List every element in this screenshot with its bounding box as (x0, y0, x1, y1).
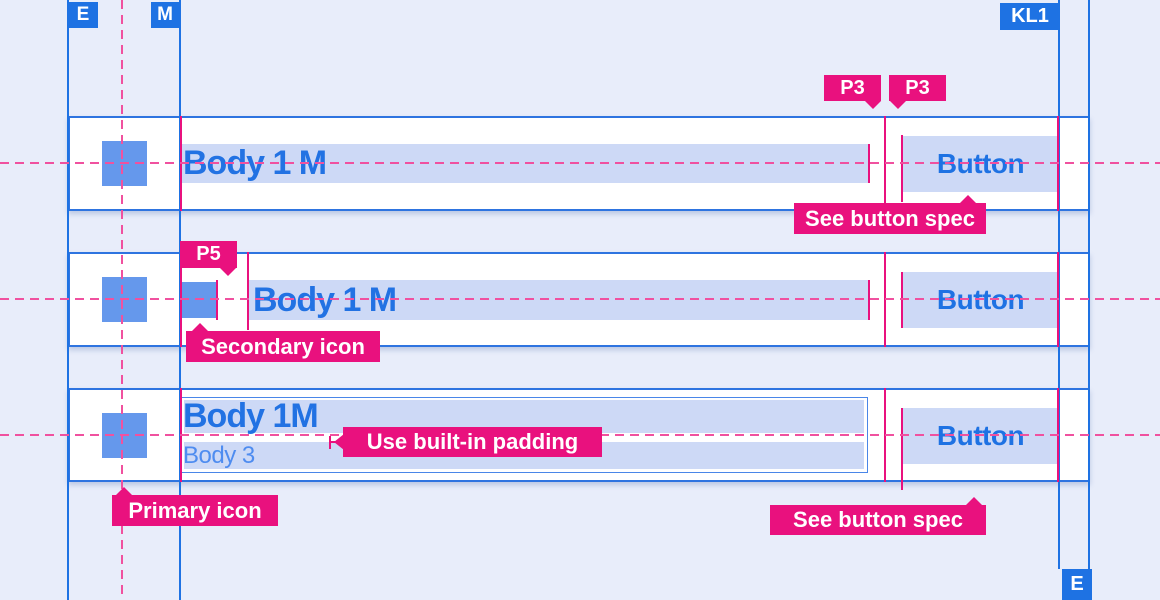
centerline-icon-column (121, 0, 123, 600)
keyline-edge-right (1088, 0, 1090, 600)
redline-button-left-row3 (901, 408, 903, 490)
redline-button-column-row1 (884, 116, 886, 203)
padding-tag-p3-second: P3 (889, 75, 946, 109)
pointer-left-icon (334, 434, 344, 450)
pointer-down-icon (220, 268, 236, 276)
keyline-tag-e-bottom: E (1062, 569, 1092, 600)
secondary-body-text: Body 3 (183, 442, 255, 469)
secondary-icon (181, 282, 217, 318)
redline-padding-tick (329, 436, 331, 449)
annotation-label: See button spec (793, 507, 963, 532)
keyline-tag-m: M (151, 2, 179, 28)
redline-button-left-row1 (901, 135, 903, 202)
padding-tag-p5: P5 (180, 241, 237, 276)
annotation-see-button-spec-row3: See button spec (770, 497, 986, 535)
pointer-up-icon (192, 323, 208, 331)
pointer-down-icon (890, 101, 906, 109)
keyline-tag-e-top: E (68, 2, 98, 28)
keyline-edge-left (67, 0, 69, 600)
annotation-label: Use built-in padding (366, 429, 579, 454)
redline-secondary-icon-right (216, 280, 218, 320)
button[interactable]: Button (902, 272, 1059, 328)
button[interactable]: Button (902, 408, 1059, 464)
padding-tag-p3-first: P3 (824, 75, 881, 109)
annotation-use-built-in-padding: Use built-in padding (334, 427, 602, 457)
annotation-secondary-icon: Secondary icon (186, 323, 380, 362)
annotation-see-button-spec-row1: See button spec (794, 195, 986, 234)
body-text: Body 1 M (253, 281, 397, 319)
redline-text-end-row2 (868, 280, 870, 320)
centerline-row1 (0, 162, 1160, 164)
padding-tag-label: P3 (840, 76, 865, 99)
keyline-kl1 (1058, 0, 1060, 569)
keyline-tag-kl1: KL1 (1000, 3, 1060, 30)
padding-tag-label: P5 (196, 243, 221, 265)
annotation-label: See button spec (805, 205, 975, 231)
centerline-row2 (0, 298, 1160, 300)
redline-indented-text-keyline (247, 252, 249, 330)
annotation-label: Secondary icon (201, 333, 365, 359)
pointer-down-icon (865, 101, 881, 109)
pointer-up-icon (966, 497, 982, 505)
body-text-highlight (249, 280, 870, 320)
padding-tag-label: P3 (905, 76, 930, 99)
annotation-primary-icon: Primary icon (112, 487, 278, 526)
pointer-up-icon (960, 195, 976, 203)
pointer-up-icon (116, 487, 132, 495)
redline-button-left-row2 (901, 272, 903, 328)
annotation-label: Primary icon (128, 497, 262, 523)
body-text: Body 1M (183, 397, 319, 435)
button[interactable]: Button (902, 136, 1059, 192)
